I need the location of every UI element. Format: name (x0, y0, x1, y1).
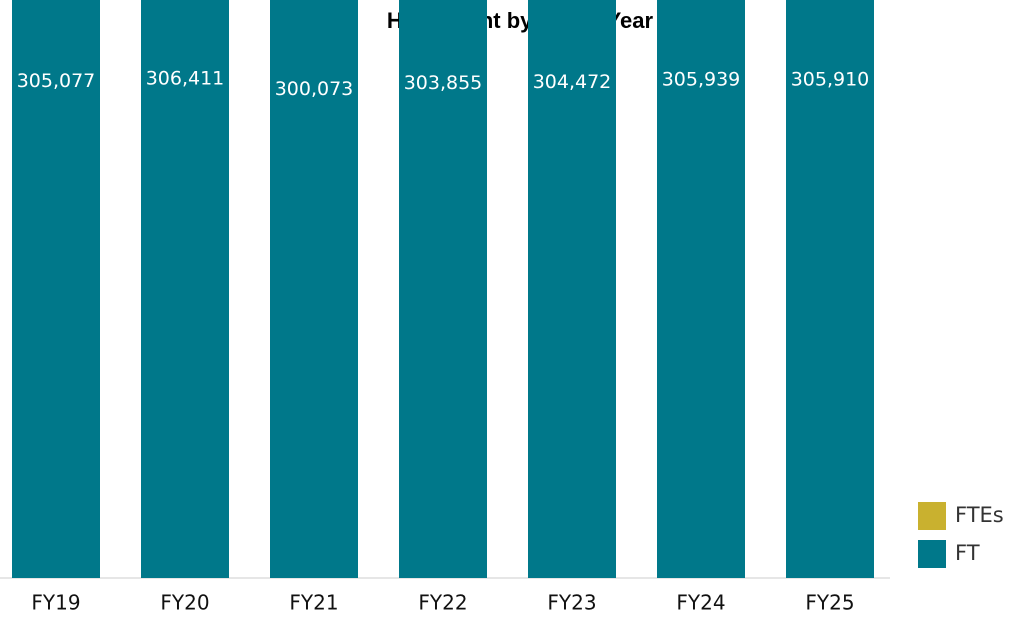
value-label: 306,411 (146, 68, 225, 90)
bar-segment (399, 0, 487, 579)
bar-segment (12, 0, 100, 578)
value-label: 305,939 (662, 68, 741, 90)
legend-swatch (918, 502, 946, 530)
x-tick-label: FY24 (676, 591, 725, 615)
x-tick-label: FY25 (805, 591, 854, 615)
x-tick-label: FY19 (31, 591, 80, 615)
value-label: 305,077 (17, 70, 96, 92)
x-tick-label: FY21 (289, 591, 338, 615)
bar-segment (528, 0, 616, 578)
value-label: 300,073 (275, 78, 354, 100)
x-tick-label: FY20 (160, 591, 209, 615)
value-label: 305,910 (791, 68, 870, 90)
value-label: 304,472 (533, 71, 612, 93)
bar-segment (786, 0, 874, 578)
value-label: 303,855 (404, 72, 483, 94)
bar-segment (657, 0, 745, 579)
legend-swatch (918, 540, 946, 568)
x-tick-label: FY23 (547, 591, 596, 615)
bar-segment (141, 0, 229, 578)
bar-segment (270, 0, 358, 578)
legend-label: FTEs (955, 503, 1004, 527)
legend-label: FT (955, 541, 980, 565)
x-tick-label: FY22 (418, 591, 467, 615)
